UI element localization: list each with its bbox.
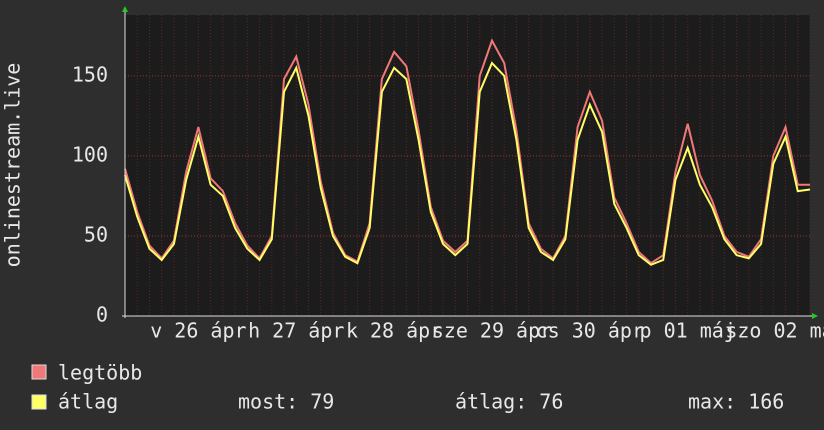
series-line <box>124 61 811 266</box>
legend-swatch <box>31 364 47 380</box>
x-tick-label: sze 29 ápr <box>432 319 552 343</box>
x-tick-label: cs 30 ápr <box>536 319 644 343</box>
x-tick-label: v 26 ápr <box>150 319 246 343</box>
y-tick-label: 100 <box>72 142 108 166</box>
legend-label: átlag <box>58 390 118 414</box>
y-axis-label: onlinestream.live <box>1 63 25 268</box>
legend-stat: max: 166 <box>688 390 784 414</box>
grid <box>124 15 811 317</box>
y-tick-label: 150 <box>72 62 108 86</box>
x-tick-label: p 01 máj <box>640 319 736 343</box>
x-tick-label: k 28 ápr <box>346 319 442 343</box>
legend-swatch <box>31 394 47 410</box>
y-tick-label: 50 <box>84 222 108 246</box>
x-tick-label: h 27 ápr <box>248 319 344 343</box>
y-arrow <box>122 6 128 12</box>
legend-stat: átlag: 76 <box>455 390 563 414</box>
lines <box>124 38 811 266</box>
legend-label: legtöbb <box>58 361 142 385</box>
x-arrow <box>812 313 818 319</box>
legend-stat: most: 79 <box>238 390 334 414</box>
y-tick-label: 0 <box>96 303 108 327</box>
x-tick-label: szo 02 máj <box>725 319 824 343</box>
